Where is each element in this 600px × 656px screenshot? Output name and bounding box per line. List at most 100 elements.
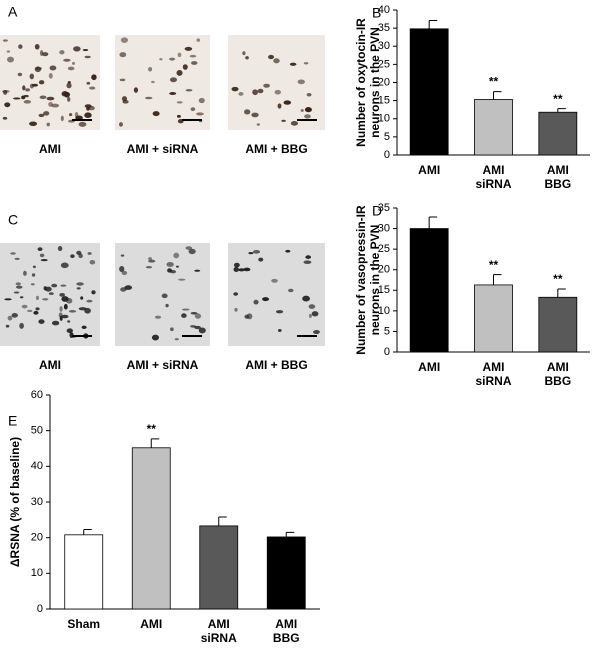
cell xyxy=(60,262,69,269)
cell xyxy=(33,310,39,315)
bar xyxy=(474,284,513,353)
cell xyxy=(67,320,71,323)
y-tick-label: 10 xyxy=(378,305,390,317)
cell xyxy=(61,314,69,319)
error-bar xyxy=(285,531,295,537)
cell xyxy=(4,102,11,108)
y-tick-label: 35 xyxy=(378,22,390,34)
cell xyxy=(304,114,311,119)
cell xyxy=(303,260,312,264)
y-tick-label: 30 xyxy=(378,222,390,234)
micrograph xyxy=(0,35,100,130)
micrograph xyxy=(228,243,325,346)
cell xyxy=(233,292,239,296)
y-tick-label: 35 xyxy=(378,202,390,214)
micrograph-caption: AMI + BBG xyxy=(245,142,307,156)
cell xyxy=(2,116,8,120)
cell xyxy=(19,296,24,299)
cell xyxy=(133,87,139,93)
y-tick-label: 25 xyxy=(378,58,390,70)
cell xyxy=(25,88,30,92)
cell xyxy=(73,46,81,52)
cell xyxy=(248,252,254,255)
cell xyxy=(29,73,35,80)
cell xyxy=(198,97,205,104)
cell xyxy=(196,112,204,116)
cell xyxy=(61,296,69,302)
micrograph-caption: AMI xyxy=(39,142,61,156)
cell xyxy=(27,309,33,312)
cell xyxy=(161,293,168,299)
y-tick-label: 30 xyxy=(378,40,390,52)
cell xyxy=(253,299,259,305)
cell xyxy=(175,265,179,268)
cell xyxy=(308,313,312,318)
cell xyxy=(148,257,152,261)
y-tick-label: 0 xyxy=(384,149,390,161)
cell xyxy=(238,268,245,272)
y-tick-label: 10 xyxy=(378,113,390,125)
cell xyxy=(38,319,45,324)
x-tick-label: AMI BBG xyxy=(273,617,300,645)
y-axis-label: Number of vasopressin-IR xyxy=(354,205,368,355)
cell xyxy=(305,255,312,259)
cell xyxy=(46,96,55,101)
y-tick-label: 20 xyxy=(31,532,43,544)
cell xyxy=(311,311,319,317)
x-tick-label: AMI xyxy=(140,617,162,631)
cell xyxy=(6,50,11,53)
cell xyxy=(22,85,26,91)
cell xyxy=(165,303,169,308)
cell xyxy=(176,101,183,104)
cell xyxy=(35,307,40,311)
cell xyxy=(48,101,54,107)
cell xyxy=(120,37,129,43)
cell xyxy=(277,103,282,109)
cell xyxy=(39,95,47,100)
cell xyxy=(82,49,89,52)
y-tick-label: 25 xyxy=(378,243,390,255)
cell xyxy=(263,83,270,88)
y-tick-label: 40 xyxy=(31,460,43,472)
cell xyxy=(283,100,292,105)
cell xyxy=(256,123,260,126)
significance: ** xyxy=(147,422,157,436)
cell xyxy=(67,96,71,102)
cell xyxy=(89,260,96,265)
cell xyxy=(148,259,156,263)
y-tick-label: 15 xyxy=(378,95,390,107)
cell xyxy=(66,82,72,89)
cell xyxy=(176,70,183,76)
cell xyxy=(302,295,310,302)
cell xyxy=(48,73,53,79)
panel-label: E xyxy=(8,413,17,429)
cell xyxy=(4,298,12,301)
x-tick-label: AMI siRNA xyxy=(201,617,237,645)
error-bar xyxy=(83,528,92,535)
cell xyxy=(84,307,91,314)
cell xyxy=(159,58,163,61)
cell xyxy=(71,61,76,65)
cell xyxy=(257,88,264,94)
y-tick-label: 20 xyxy=(378,264,390,276)
cell xyxy=(88,86,96,90)
cell xyxy=(176,114,181,118)
micrograph xyxy=(228,35,325,130)
cell xyxy=(178,278,186,281)
cell xyxy=(268,54,275,60)
y-tick-label: 5 xyxy=(384,131,390,143)
panel-label: D xyxy=(372,203,382,219)
cell xyxy=(306,93,312,97)
cell xyxy=(43,111,50,116)
cell xyxy=(122,99,129,104)
cell xyxy=(49,65,57,71)
cell xyxy=(184,46,193,51)
x-tick-label: AMI xyxy=(418,360,440,374)
cell xyxy=(23,270,27,276)
cell xyxy=(32,265,36,269)
cell xyxy=(35,295,40,301)
cell xyxy=(271,278,278,283)
cell xyxy=(152,111,160,117)
cell xyxy=(29,121,38,127)
